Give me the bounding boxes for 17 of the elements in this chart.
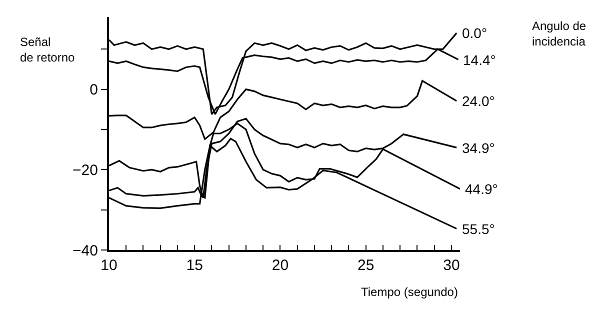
y-tick-label: −20 [72,162,98,179]
x-tick-label: 10 [100,257,118,274]
y-axis-title: Señal de retorno [20,35,76,65]
series-label: 0.0° [462,25,488,41]
y-tick-label: 0 [90,82,98,99]
series-label: 44.9° [465,181,498,197]
x-axis-title: Tiempo (segundo) [361,285,458,299]
series-label: 24.0° [462,93,495,109]
x-tick-label: 20 [272,257,289,274]
x-tick-label: 15 [186,257,203,274]
series-label: 55.5° [462,221,495,237]
legend-title: Angulo de incidencia [532,19,586,49]
x-tick-label: 25 [357,257,374,274]
y-tick-label: −40 [72,242,98,260]
x-tick-label: 30 [443,257,460,274]
series-label: 14.4° [463,52,496,68]
series-label: 34.9° [462,140,495,156]
